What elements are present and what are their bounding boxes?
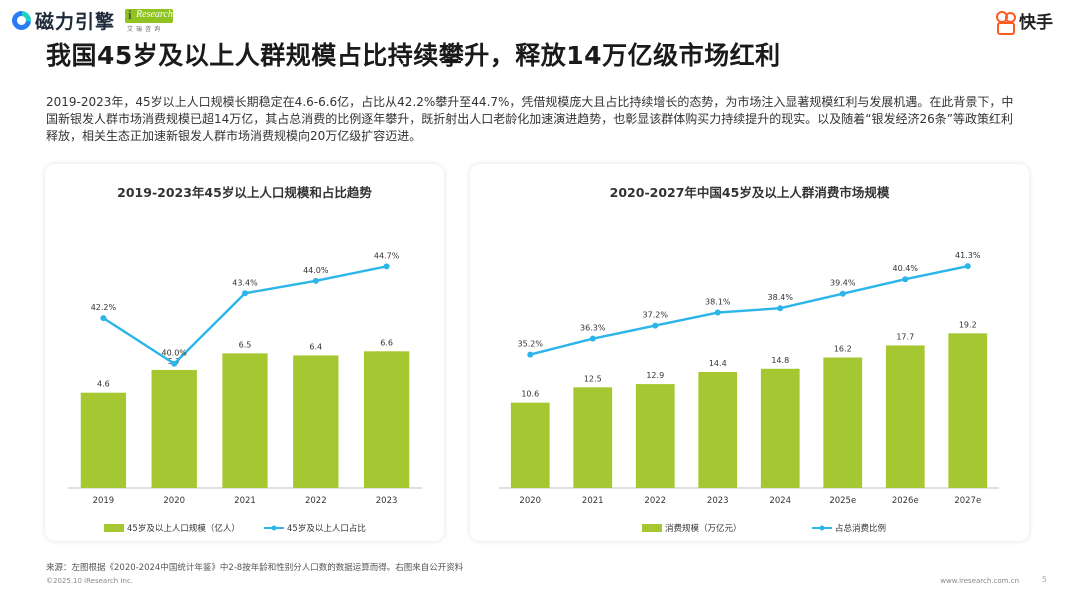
bar-label-2024: 14.8 [771,356,789,365]
legend-bar-swatch [642,524,662,532]
line-point-2022 [652,322,659,329]
line-point-2022 [312,277,319,284]
cili-logo-icon [8,6,35,34]
x-tick-2020: 2020 [519,496,541,506]
iresearch-logo-sub: 艾瑞咨询 [127,26,164,33]
line-label-2025e: 39.4% [830,279,856,288]
x-tick-2021: 2021 [582,496,604,506]
line-point-2021 [589,335,596,342]
x-tick-2024: 2024 [769,496,791,506]
bar-label-2027e: 19.2 [959,320,977,329]
bar-label-2022: 6.4 [309,342,322,351]
line-label-2023: 44.7% [374,251,400,260]
line-label-2026e: 40.4% [893,264,919,273]
line-label-2022: 37.2% [643,311,669,320]
bar-label-2026e: 17.7 [896,332,914,341]
x-tick-2026e: 2026e [892,496,919,506]
line-label-2021: 36.3% [580,324,606,333]
bar-label-2020: 10.6 [521,390,539,399]
bar-2022 [635,384,675,488]
bar-2020 [510,402,550,488]
line-label-2023: 38.1% [705,298,731,307]
legend-bar-label: 45岁及以上人口规模（亿人） [127,523,240,534]
bar-2021 [222,353,268,488]
cili-engine-logo: 磁力引擎 [8,6,116,34]
chart-card-consumption: 2020-2027年中国45岁及以上人群消费市场规模 10.6 2020 12.5 2… [470,164,1029,541]
source-note: 来源：左图根据《2020-2024中国统计年鉴》中2-8按年龄和性别分人口数的数… [46,563,464,573]
x-tick-2023: 2023 [707,496,729,506]
iresearch-logo-word: Research [136,9,173,20]
x-tick-2022: 2022 [305,496,327,506]
line-label-2021: 43.4% [232,278,258,287]
summary-paragraph: 2019-2023年，45岁以上人口规模长期稳定在4.6-6.6亿，占比从42.… [46,95,1014,143]
line-point-2023 [383,263,390,270]
copyright: ©2025.10 iResearch Inc. [46,577,134,585]
bar-2023 [698,372,738,488]
x-tick-2023: 2023 [376,496,398,506]
page-title: 我国45岁及以上人群规模占比持续攀升，释放14万亿级市场红利 [46,41,781,70]
bar-2026e [885,345,925,488]
legend-line-label: 45岁及以上人口占比 [287,523,366,534]
legend-bar-swatch [104,524,124,532]
line-point-2026e [902,276,909,283]
bar-2021 [573,387,613,488]
line-point-2020 [171,360,178,367]
bar-label-2023: 14.4 [709,359,727,368]
website-link[interactable]: www.iresearch.com.cn [940,577,1019,585]
kuaishou-icon [995,10,1017,35]
bar-2023 [363,351,410,488]
bar-label-2021: 6.5 [239,340,252,349]
line-label-2022: 44.0% [303,266,329,275]
bar-2022 [293,355,339,488]
population-chart: 4.620195.720206.520216.420226.6202342.2%… [68,251,422,534]
cili-logo-text: 磁力引擎 [35,10,116,33]
bar-label-2023: 6.6 [380,338,393,347]
line-series-share [529,264,968,356]
page-number: 5 [1041,575,1047,584]
x-tick-2025e: 2025e [829,496,856,506]
brand-logos: 磁力引擎 i Research 艾瑞咨询 [8,6,175,34]
chart-title: 2019-2023年45岁以上人口规模和占比趋势 [117,185,372,200]
legend-bar-label: 消费规模（万亿元） [665,523,742,534]
line-label-2020: 40.0% [161,349,187,358]
consumption-chart: 10.6 2020 12.5 2021 12.9 2022 14.4 2023 14.8 2024… [499,251,999,534]
x-tick-2027e: 2027e [954,496,981,506]
x-tick-2022: 2022 [644,496,666,506]
kuaishou-logo: 快手 [995,8,1053,35]
legend-line-marker [271,525,277,531]
bar-2024 [760,368,800,488]
line-point-2025e [839,290,846,297]
bar-2020 [151,369,197,488]
bar-label-2025e: 16.2 [834,345,852,354]
iresearch-logo: i Research 艾瑞咨询 [125,7,174,33]
x-tick-2020: 2020 [163,496,185,506]
kuaishou-logo-text: 快手 [1019,13,1053,33]
x-tick-2019: 2019 [93,496,115,506]
bar-label-2019: 4.6 [97,380,110,389]
legend-line-marker [819,525,825,531]
bar-label-2021: 12.5 [584,374,602,383]
line-point-2020 [527,351,534,358]
line-point-2021 [242,290,248,297]
chart-title: 2020-2027年中国45岁及以上人群消费市场规模 [609,185,890,200]
bar-label-2022: 12.9 [646,371,664,380]
bar-2027e [948,333,988,488]
line-point-2019 [100,315,107,322]
line-point-2023 [714,309,721,316]
chart-card-population: 2019-2023年45岁以上人口规模和占比趋势 4.620195.720206… [45,164,444,541]
line-label-2019: 42.2% [91,303,117,312]
line-label-2024: 38.4% [768,293,794,302]
line-point-2024 [777,305,784,312]
line-point-2027e [964,263,971,270]
bar-2019 [80,392,127,488]
legend-line-label: 占总消费比例 [835,523,886,534]
x-tick-2021: 2021 [234,496,256,506]
line-label-2027e: 41.3% [955,251,981,260]
line-label-2020: 35.2% [518,340,544,349]
bar-2025e [823,357,863,488]
